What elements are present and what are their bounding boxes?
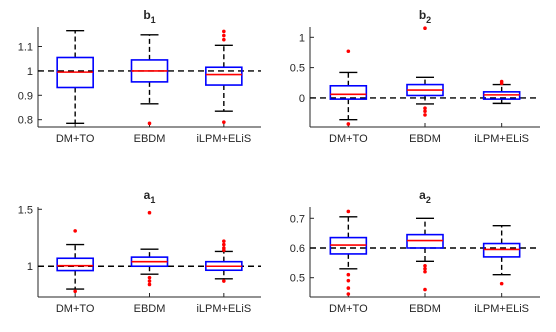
iqr-box [56,257,94,272]
outlier-point [346,122,351,126]
outlier-point [147,279,152,283]
outlier-point [423,264,427,268]
y-tick-label: 1.1 [18,42,33,54]
outlier-point [222,29,226,34]
box-ilpm-elis [205,239,243,283]
outlier-point [499,81,504,86]
chart-title: a1 [144,188,156,205]
iqr-box [205,66,243,86]
outlier-point [423,106,427,111]
chart-panel-3: 1 1.5 DM+TO EBDM iLPM+ELiS a1 [18,188,261,315]
chart-panel-4: 0.5 0.6 0.7 DM+TO EBDM iLPM+ELiS a2 [290,188,540,315]
x-tick-label: DM+TO [56,133,95,145]
x-tick-label: iLPM+ELiS [196,303,251,315]
x-tick-label: iLPM+ELiS [196,133,251,145]
chart-title: b2 [419,8,431,25]
box-ilpm-elis [205,29,243,124]
box-ebdm [406,217,444,292]
box-dm-to [329,49,368,126]
outlier-point [222,37,226,42]
y-tick-label: 1 [27,66,33,78]
box-ebdm [406,26,444,117]
x-tick-label: DM+TO [56,303,95,315]
outlier-point [346,292,351,296]
y-tick-label: 0.5 [290,63,305,75]
outlier-point [147,121,152,126]
y-tick-label: 0.8 [18,115,33,127]
outlier-point [222,242,226,247]
box-ebdm [130,210,169,287]
chart-panel-2: 0 0.5 1 DM+TO EBDM iLPM+ELiS b2 [290,8,540,145]
y-tick-label: 1 [299,32,305,44]
x-tick-label: EBDM [409,303,441,315]
y-tick-label: 1.5 [18,204,33,216]
x-tick-label: EBDM [134,133,166,145]
y-tick-label: 0.7 [290,213,305,225]
x-tick-label: DM+TO [329,133,368,145]
x-tick-label: iLPM+ELiS [474,303,529,315]
outlier-point [222,33,226,38]
outlier-point [73,289,77,294]
box-ilpm-elis [482,225,521,286]
outlier-point [423,109,427,114]
outlier-point [346,209,351,214]
y-tick-label: 0.6 [290,243,305,255]
box-ilpm-elis [482,79,521,105]
outlier-point [423,266,427,271]
chart-panel-1: 0.8 0.9 1 1.1 DM+TO EBDM iLPM+ELiS b1 [18,8,261,145]
outlier-point [423,269,427,274]
outlier-point [423,287,427,292]
iqr-box [329,84,368,100]
outlier-point [147,210,152,215]
box-ebdm [130,34,169,126]
outlier-point [346,286,351,290]
y-tick-label: 1 [27,261,33,273]
outlier-point [73,229,77,233]
outlier-point [147,282,152,287]
outlier-point [423,26,427,31]
box-dm-to [329,209,368,296]
outlier-point [423,113,427,117]
x-tick-label: EBDM [134,303,166,315]
outlier-point [222,279,226,283]
box-dm-to [56,29,94,125]
x-tick-label: iLPM+ELiS [474,133,529,145]
outlier-point [222,248,226,253]
outlier-point [499,281,504,286]
outlier-point [346,278,351,283]
box-dm-to [56,229,94,294]
chart-title: a2 [419,188,431,205]
x-tick-label: EBDM [409,133,441,145]
outlier-point [147,275,152,280]
outlier-point [222,120,226,124]
y-tick-label: 0 [299,93,305,105]
outlier-point [346,49,351,54]
x-tick-label: DM+TO [329,303,368,315]
chart-title: b1 [143,8,155,25]
y-tick-label: 0.9 [18,90,33,102]
outlier-point [222,239,226,243]
outlier-point [346,272,351,277]
y-tick-label: 0.5 [290,273,305,285]
